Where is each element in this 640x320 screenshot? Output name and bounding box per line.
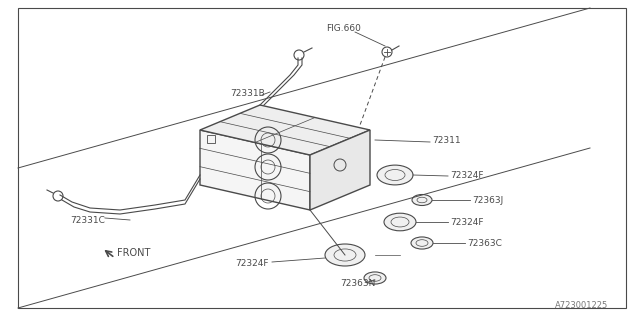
Polygon shape	[200, 130, 310, 210]
Text: 72331B: 72331B	[230, 89, 265, 98]
Bar	[207, 135, 215, 143]
Text: FRONT: FRONT	[117, 248, 150, 258]
Text: 72324F: 72324F	[450, 218, 483, 227]
Text: 72363C: 72363C	[467, 238, 502, 247]
Ellipse shape	[325, 244, 365, 266]
Polygon shape	[200, 105, 370, 155]
Ellipse shape	[384, 213, 416, 231]
Ellipse shape	[411, 237, 433, 249]
Text: 72331C: 72331C	[70, 215, 105, 225]
Text: FIG.660: FIG.660	[326, 23, 361, 33]
Ellipse shape	[364, 272, 386, 284]
Text: 72324F: 72324F	[235, 259, 269, 268]
Text: 72363N: 72363N	[340, 278, 376, 287]
Text: A723001225: A723001225	[555, 301, 608, 310]
Text: 72324F: 72324F	[450, 171, 483, 180]
Ellipse shape	[377, 165, 413, 185]
Ellipse shape	[412, 195, 432, 205]
Text: 72363J: 72363J	[472, 196, 503, 204]
Polygon shape	[310, 130, 370, 210]
Text: 72311: 72311	[432, 135, 461, 145]
